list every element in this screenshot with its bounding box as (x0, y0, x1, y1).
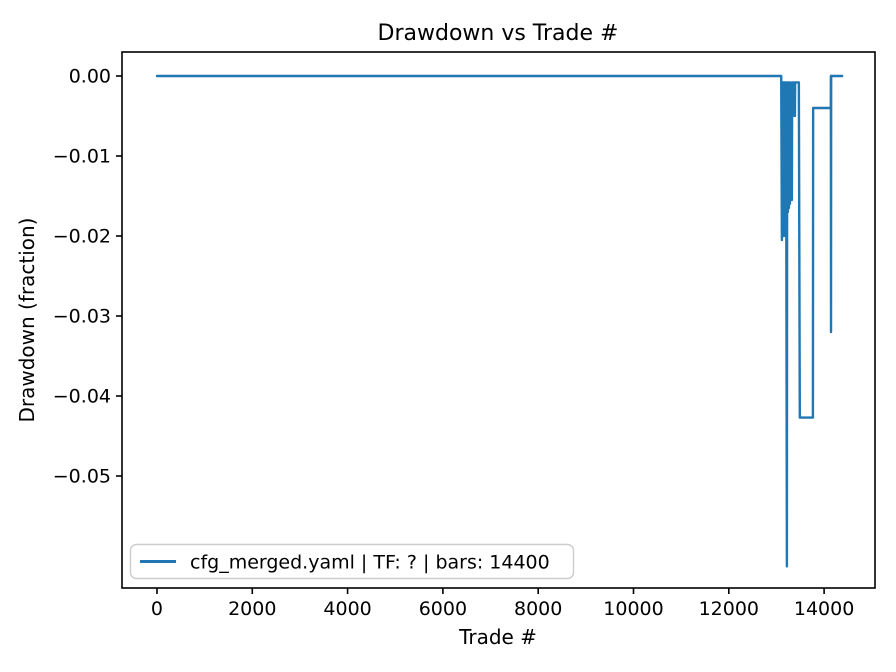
x-tick-label: 2000 (228, 598, 276, 620)
y-tick-label: −0.01 (53, 146, 111, 168)
drawdown-line (155, 74, 844, 568)
x-tick-label: 10000 (603, 598, 663, 620)
y-tick-label: −0.04 (53, 386, 111, 408)
y-tick-label: −0.03 (53, 306, 111, 328)
x-tick-label: 4000 (323, 598, 371, 620)
y-tick-label: −0.05 (53, 466, 111, 488)
x-tick-label: 12000 (699, 598, 759, 620)
x-tick-label: 0 (151, 598, 163, 620)
legend-box (129, 543, 575, 580)
series-group (155, 74, 844, 568)
plot-area (122, 52, 875, 588)
x-tick-label: 6000 (419, 598, 467, 620)
y-axis-label: Drawdown (fraction) (15, 218, 39, 423)
x-axis-ticks: 0 2000 4000 6000 8000 10000 12000 14000 (151, 588, 854, 620)
legend: cfg_merged.yaml | TF: ? | bars: 14400 (129, 543, 575, 580)
x-tick-label: 8000 (514, 598, 562, 620)
y-tick-label: −0.02 (53, 226, 111, 248)
y-axis-ticks: 0.00 −0.01 −0.02 −0.03 −0.04 −0.05 (53, 66, 122, 488)
x-tick-label: 14000 (794, 598, 854, 620)
chart-title: Drawdown vs Trade # (378, 21, 619, 46)
y-tick-label: 0.00 (69, 66, 111, 88)
axes-spines (121, 51, 876, 589)
x-axis-label: Trade # (458, 625, 537, 649)
legend-entry-label: cfg_merged.yaml | TF: ? | bars: 14400 (190, 552, 550, 574)
